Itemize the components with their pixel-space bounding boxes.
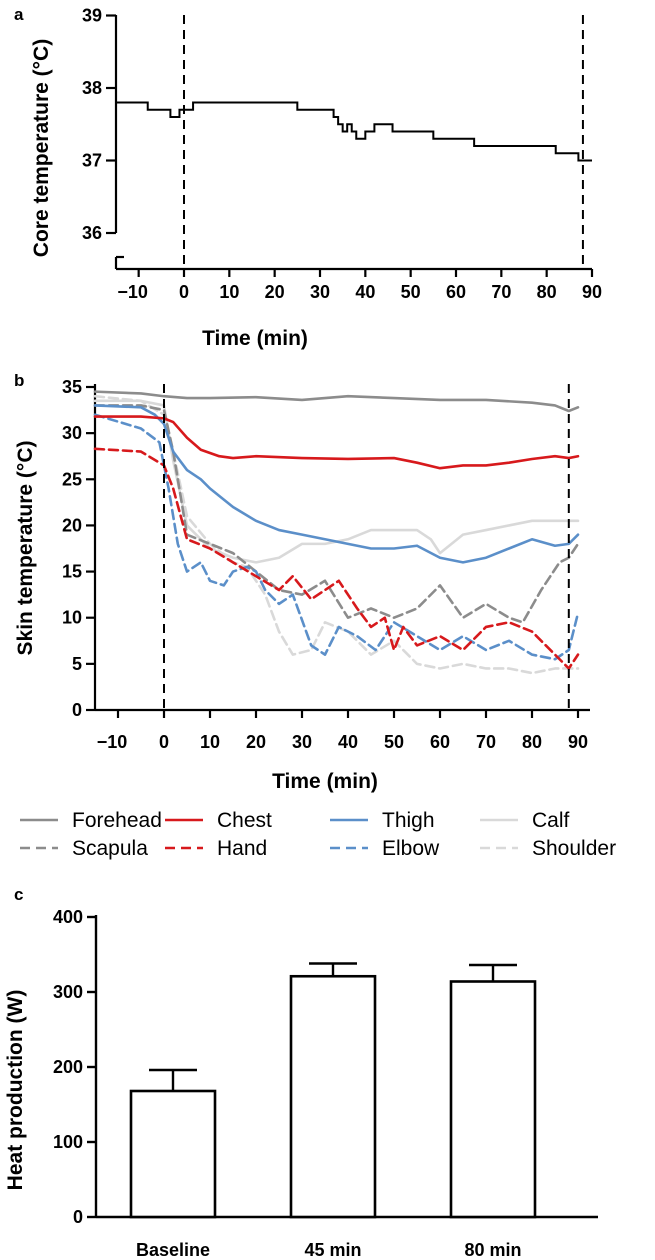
panel-b-x-tick-label: 50 (384, 732, 404, 752)
panel-b-y-tick-label: 15 (62, 562, 82, 582)
panel-a-x-tick-label: −10 (117, 282, 148, 302)
series-line-hand (93, 447, 580, 670)
panel-c-y-ticks: 0 100 200 300 400 (53, 907, 96, 1227)
panel-c-x-tick-label: Baseline (136, 1240, 210, 1260)
panel-b-x-tick-label: 90 (568, 732, 588, 752)
panel-a-x-tick-label: 50 (401, 282, 421, 302)
panel-b-y-tick-label: 25 (62, 469, 82, 489)
series-line-chest (93, 415, 580, 470)
legend-label-hand: Hand (217, 837, 267, 860)
panel-c: c 0 100 200 300 400 Baseline 45 min 80 min Hea… (4, 885, 598, 1260)
bar-1 (289, 974, 377, 1219)
panel-b-x-tick-label: 40 (338, 732, 358, 752)
panel-a-x-ticks: −10 0 10 20 30 40 50 60 70 80 90 (117, 269, 602, 302)
panel-a-y-tick-label: 38 (82, 78, 102, 98)
panel-a-y-ticks: 36 37 38 39 (82, 6, 116, 243)
panel-b-y-tick-label: 0 (72, 700, 82, 720)
panel-a-x-tick-label: 40 (355, 282, 375, 302)
panel-a-y-tick-label: 36 (82, 223, 102, 243)
panel-letter-b: b (14, 371, 24, 390)
panel-b-y-tick-label: 10 (62, 608, 82, 628)
panel-b-axes (93, 384, 590, 712)
panel-b-y-tick-label: 35 (62, 377, 82, 397)
panel-b-y-axis-label: Skin temperature (°C) (14, 441, 37, 656)
panel-b-x-tick-label: 10 (200, 732, 220, 752)
bar-2 (449, 980, 537, 1219)
panel-a-x-tick-label: 80 (537, 282, 557, 302)
bar-0 (129, 1089, 217, 1219)
panel-c-x-tick-label: 80 min (464, 1240, 521, 1260)
panel-a: a 36 37 38 39 −10 0 10 20 30 40 50 60 70 80 90 Time (… (14, 5, 602, 350)
panel-c-y-tick-label: 100 (53, 1132, 83, 1152)
panel-c-x-tick-label: 45 min (304, 1240, 361, 1260)
panel-a-x-tick-label: 70 (491, 282, 511, 302)
panel-b-legend: Forehead Scapula Chest Hand Thigh Elbow Calf Sh… (20, 809, 616, 860)
panel-b-x-tick-label: 70 (476, 732, 496, 752)
panel-a-x-tick-label: 30 (310, 282, 330, 302)
panel-letter-a: a (14, 5, 24, 24)
panel-b-x-axis-label: Time (min) (272, 770, 378, 793)
panel-b-x-tick-label: 30 (292, 732, 312, 752)
legend-label-calf: Calf (532, 809, 570, 832)
panel-b-y-tick-label: 20 (62, 515, 82, 535)
panel-a-x-tick-label: 90 (582, 282, 602, 302)
panel-c-y-tick-label: 0 (73, 1207, 83, 1227)
panel-b-x-ticks: −10 0 10 20 30 40 50 60 70 80 90 (97, 710, 588, 752)
panel-a-series (116, 101, 592, 162)
panel-b-y-ticks: 0 5 10 15 20 25 30 35 (62, 377, 95, 720)
panel-c-y-axis-label: Heat production (W) (4, 990, 27, 1191)
legend-label-shoulder: Shoulder (532, 837, 616, 860)
panel-a-x-tick-label: 20 (265, 282, 285, 302)
legend-label-scapula: Scapula (72, 837, 148, 860)
panel-a-y-axis-label: Core temperature (°C) (30, 39, 53, 257)
panel-b-x-tick-label: −10 (97, 732, 128, 752)
series-line-forehead (93, 390, 580, 413)
legend-label-chest: Chest (217, 809, 272, 832)
series-line-thigh (93, 404, 580, 564)
legend-label-elbow: Elbow (382, 837, 440, 860)
panel-c-x-ticks: Baseline 45 min 80 min (136, 1240, 522, 1260)
panel-a-x-tick-label: 0 (179, 282, 189, 302)
legend-label-forehead: Forehead (72, 809, 162, 832)
panel-c-y-tick-label: 400 (53, 907, 83, 927)
panel-a-x-tick-label: 60 (446, 282, 466, 302)
panel-a-series-line (116, 101, 592, 162)
panel-a-y-tick-label: 37 (82, 151, 102, 171)
panel-b-reference-lines (163, 384, 570, 710)
panel-letter-c: c (14, 885, 23, 904)
panel-b-y-tick-label: 5 (72, 654, 82, 674)
panel-b-x-tick-label: 0 (159, 732, 169, 752)
panel-c-y-tick-label: 200 (53, 1057, 83, 1077)
panel-b-x-tick-label: 20 (246, 732, 266, 752)
panel-a-reference-lines (183, 15, 584, 269)
series-line-calf (93, 399, 580, 564)
panel-b-y-tick-label: 30 (62, 423, 82, 443)
panel-a-y-tick-label: 39 (82, 6, 102, 26)
panel-b-x-tick-label: 60 (430, 732, 450, 752)
series-line-elbow (93, 413, 580, 661)
panel-a-x-axis-label: Time (min) (202, 327, 308, 350)
panel-c-y-tick-label: 300 (53, 982, 83, 1002)
panel-b-x-tick-label: 80 (522, 732, 542, 752)
panel-b-series (93, 390, 580, 675)
panel-c-bars (129, 962, 537, 1219)
panel-a-axes (114, 15, 592, 271)
legend-label-thigh: Thigh (382, 809, 435, 832)
series-line-shoulder (93, 394, 580, 675)
panel-a-x-tick-label: 10 (219, 282, 239, 302)
series-line-scapula (93, 404, 580, 624)
